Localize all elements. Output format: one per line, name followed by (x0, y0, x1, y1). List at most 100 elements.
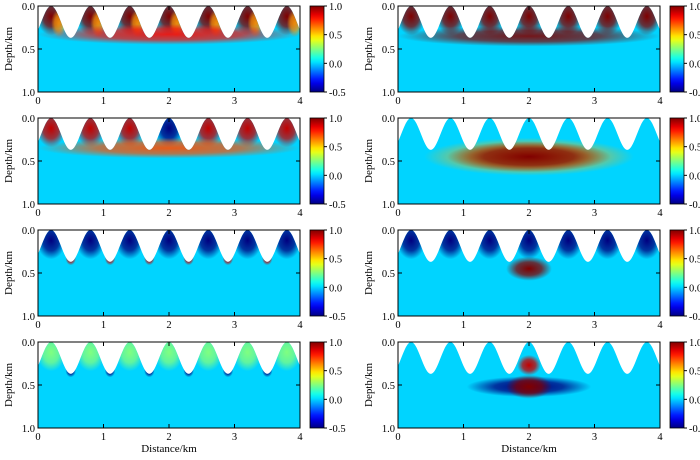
y-tick-label: 0.5 (22, 45, 35, 56)
colorbar-tick-label: 1.0 (329, 2, 342, 13)
positive-anomaly (506, 374, 552, 399)
positive-anomaly (447, 141, 611, 173)
x-tick-label: 1 (101, 96, 106, 107)
colorbar: 1.0 0.5 0.0 -0.5 (309, 2, 346, 99)
x-tick-label: 0 (35, 320, 40, 331)
colorbar-scale (669, 117, 685, 205)
y-tick-label: 1.0 (382, 200, 395, 211)
y-tick-label: 1.0 (382, 312, 395, 323)
colorbar-tick-label: 1.0 (689, 226, 700, 237)
x-tick-label: 0 (395, 96, 400, 107)
colorbar-tick-label: 0.5 (329, 143, 342, 154)
x-tick-label: 0 (35, 432, 40, 443)
y-axis-title: Depth/km (363, 363, 375, 407)
y-axis-title: Depth/km (3, 27, 15, 71)
panel-r3c1: 0 1 2 3 4 0.0 0.5 1.0 Depth/km 1.0 0.5 0.0 -0.5 (3, 226, 346, 331)
colorbar-tick-label: 1.0 (329, 338, 342, 349)
colorbar-tick-label: -0.5 (689, 424, 700, 435)
wavefield (398, 230, 660, 316)
x-tick-label: 2 (166, 320, 171, 331)
upper-lobe (517, 354, 541, 376)
colorbar-tick-label: 1.0 (329, 114, 342, 125)
x-tick-label: 4 (297, 432, 303, 443)
x-tick-label: 4 (657, 208, 663, 219)
positive-anomaly (506, 256, 552, 281)
x-tick-label: 1 (101, 432, 106, 443)
x-tick-label: 1 (461, 432, 466, 443)
y-axis-title: Depth/km (363, 139, 375, 183)
colorbar-tick-label: 1.0 (689, 338, 700, 349)
colorbar-tick-label: -0.5 (689, 312, 700, 323)
x-tick-label: 4 (657, 432, 663, 443)
y-tick-label: 1.0 (382, 88, 395, 99)
colorbar-tick-label: 1.0 (329, 226, 342, 237)
y-tick-label: 1.0 (22, 200, 35, 211)
panel-r1c1: 0 1 2 3 4 0.0 0.5 1.0 Depth/km 1.0 0.5 0.0 -0.5 (3, 2, 346, 107)
panel-r3c2: 0 1 2 3 4 0.0 0.5 1.0 Depth/km 1.0 0.5 0.0 -0.5 (363, 226, 700, 331)
colorbar-scale (669, 229, 685, 317)
y-tick-label: 0.5 (382, 381, 395, 392)
x-tick-label: 2 (526, 320, 531, 331)
colorbar-tick-label: 0.5 (329, 367, 342, 378)
colorbar-scale (669, 5, 685, 93)
panel-r4c1: 0 1 2 3 4 0.0 0.5 1.0 Depth/km Distance/km 1.0 0.5 0… (3, 338, 346, 455)
x-tick-label: 1 (101, 208, 106, 219)
x-tick-label: 3 (592, 96, 597, 107)
colorbar-tick-label: 0.5 (329, 31, 342, 42)
y-tick-label: 0.5 (22, 381, 35, 392)
colorbar-tick-label: 0.0 (329, 171, 342, 182)
y-tick-label: 1.0 (22, 424, 35, 435)
shallow-band (398, 25, 660, 47)
colorbar-scale (309, 229, 325, 317)
colorbar-tick-label: 0.0 (689, 395, 700, 406)
panel-r2c2: 0 1 2 3 4 0.0 0.5 1.0 Depth/km 1.0 0.5 0.0 -0.5 (363, 114, 700, 219)
panel-r1c2: 0 1 2 3 4 0.0 0.5 1.0 Depth/km 1.0 0.5 0.0 -0.5 (363, 2, 700, 107)
y-tick-label: 0.0 (382, 2, 395, 13)
colorbar-tick-label: -0.5 (689, 200, 700, 211)
colorbar: 1.0 0.5 0.0 -0.5 (669, 2, 700, 99)
x-tick-label: 0 (395, 432, 400, 443)
colorbar-tick-label: 0.0 (689, 59, 700, 70)
colorbar-tick-label: 0.0 (689, 171, 700, 182)
colorbar: 1.0 0.5 0.0 -0.5 (309, 114, 346, 211)
colorbar-scale (669, 341, 685, 429)
colorbar: 1.0 0.5 0.0 -0.5 (309, 226, 346, 323)
y-tick-label: 0.5 (22, 157, 35, 168)
shallow-band (38, 137, 300, 159)
x-tick-label: 4 (657, 96, 663, 107)
x-tick-label: 0 (395, 208, 400, 219)
colorbar-tick-label: 0.5 (689, 367, 700, 378)
y-tick-label: 0.5 (382, 157, 395, 168)
y-axis-title: Depth/km (3, 363, 15, 407)
colorbar-tick-label: 0.5 (689, 143, 700, 154)
colorbar-tick-label: 0.0 (689, 283, 700, 294)
colorbar-tick-label: -0.5 (329, 88, 346, 99)
colorbar: 1.0 0.5 0.0 -0.5 (309, 338, 346, 435)
colorbar: 1.0 0.5 0.0 -0.5 (669, 114, 700, 211)
y-tick-label: 0.0 (382, 114, 395, 125)
y-tick-label: 0.5 (22, 269, 35, 280)
colorbar-tick-label: -0.5 (329, 424, 346, 435)
x-tick-label: 0 (35, 208, 40, 219)
colorbar: 1.0 0.5 0.0 -0.5 (669, 338, 700, 435)
x-tick-label: 2 (526, 208, 531, 219)
y-axis-title: Depth/km (3, 139, 15, 183)
colorbar-tick-label: 0.5 (689, 31, 700, 42)
y-tick-label: 0.0 (22, 2, 35, 13)
y-tick-label: 0.0 (382, 226, 395, 237)
x-tick-label: 3 (232, 320, 237, 331)
panel-r2c1: 0 1 2 3 4 0.0 0.5 1.0 Depth/km 1.0 0.5 0.0 -0.5 (3, 114, 346, 219)
colorbar-tick-label: -0.5 (689, 88, 700, 99)
y-tick-label: 0.5 (382, 269, 395, 280)
y-tick-label: 1.0 (382, 424, 395, 435)
x-tick-label: 4 (297, 320, 303, 331)
colorbar-tick-label: 1.0 (689, 2, 700, 13)
x-tick-label: 3 (232, 96, 237, 107)
x-tick-label: 3 (232, 432, 237, 443)
y-tick-label: 1.0 (22, 312, 35, 323)
wavefield (398, 342, 660, 428)
colorbar-scale (309, 341, 325, 429)
x-tick-label: 3 (592, 320, 597, 331)
x-tick-label: 0 (395, 320, 400, 331)
colorbar-tick-label: 0.0 (329, 283, 342, 294)
